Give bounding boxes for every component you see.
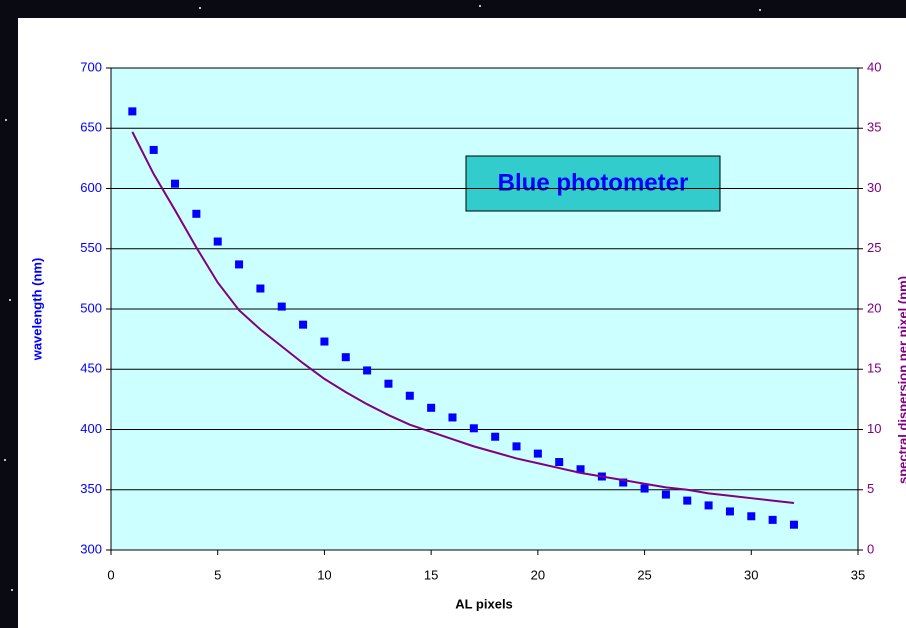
stars (4, 5, 761, 591)
data-point (512, 442, 521, 451)
x-axis-label: AL pixels (455, 596, 513, 611)
data-point (128, 107, 137, 116)
y2-tick-label: 35 (867, 120, 881, 135)
y2-axis-label: spectral dispersion per pixel (nm) (895, 276, 906, 484)
x-tick-label: 35 (851, 567, 865, 582)
data-point (640, 484, 649, 493)
data-point (256, 284, 265, 293)
data-point (619, 478, 628, 487)
y-tick-label: 500 (80, 300, 102, 315)
y-tick-label: 700 (80, 59, 102, 74)
data-point (747, 512, 756, 521)
y2-tick-label: 15 (867, 361, 881, 376)
y2-tick-label: 20 (867, 300, 881, 315)
data-point (491, 432, 500, 441)
y-tick-label: 400 (80, 421, 102, 436)
data-point (469, 424, 478, 433)
y2-tick-label: 0 (867, 541, 874, 556)
data-point (341, 353, 350, 362)
x-tick-label: 15 (424, 567, 438, 582)
data-point (171, 179, 180, 188)
data-point (533, 449, 542, 458)
data-point (427, 403, 436, 412)
data-point (363, 366, 372, 375)
annotation-box (465, 155, 721, 212)
data-point (448, 413, 457, 422)
x-tick-label: 0 (107, 567, 114, 582)
x-tick-label: 30 (744, 567, 758, 582)
x-tick-label: 5 (214, 567, 221, 582)
y2-tick-label: 10 (867, 421, 881, 436)
y-tick-label: 550 (80, 240, 102, 255)
data-point (789, 520, 798, 529)
x-tick-label: 25 (637, 567, 651, 582)
data-line (131, 131, 795, 504)
x-tick-label: 20 (531, 567, 545, 582)
data-point (384, 379, 393, 388)
data-point (149, 145, 158, 154)
y-tick-label: 450 (80, 361, 102, 376)
y2-tick-label: 40 (867, 59, 881, 74)
y-tick-label: 650 (80, 120, 102, 135)
y2-tick-label: 25 (867, 240, 881, 255)
data-point (576, 465, 585, 474)
y2-tick-label: 30 (867, 180, 881, 195)
data-point (299, 320, 308, 329)
data-point (320, 337, 329, 346)
data-point (277, 302, 286, 311)
data-point (555, 458, 564, 467)
data-point (725, 507, 734, 516)
data-point (192, 209, 201, 218)
data-point (235, 260, 244, 269)
x-tick-label: 10 (317, 567, 331, 582)
data-point (405, 391, 414, 400)
data-point (704, 501, 713, 510)
annotation: Blue photometer (498, 169, 689, 196)
data-point (768, 515, 777, 524)
y2-tick-label: 5 (867, 481, 874, 496)
y-axis-label: wavelength (nm) (29, 258, 44, 362)
data-point (213, 237, 222, 246)
y-tick-label: 300 (80, 541, 102, 556)
y-tick-label: 350 (80, 481, 102, 496)
y-tick-label: 600 (80, 180, 102, 195)
data-point (661, 490, 670, 499)
data-point (683, 496, 692, 505)
